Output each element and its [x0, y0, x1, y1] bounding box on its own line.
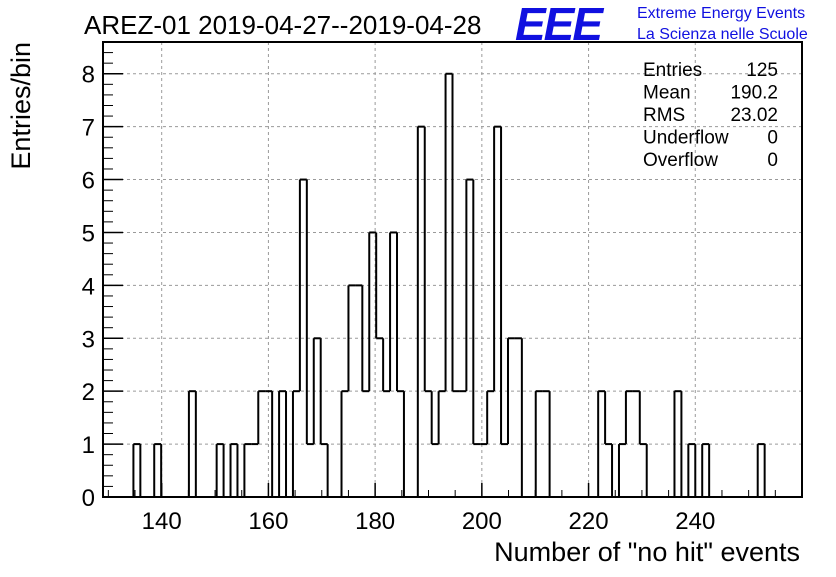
logo-eee-text: EEE — [515, 0, 604, 50]
stats-value: 0 — [767, 150, 778, 171]
chart-title: AREZ-01 2019-04-27--2019-04-28 — [84, 10, 481, 40]
logo-line-2: La Scienza nelle Scuole — [637, 26, 808, 43]
y-tick-label: 3 — [82, 326, 95, 353]
y-tick-label: 6 — [82, 168, 95, 195]
stats-label: Underflow — [643, 128, 729, 149]
axis-ticks — [103, 52, 776, 498]
y-tick-label: 8 — [82, 62, 95, 89]
x-tick-label: 220 — [569, 508, 609, 535]
stats-label: Overflow — [643, 150, 718, 171]
y-tick-label: 7 — [82, 115, 95, 142]
y-tick-label: 4 — [82, 273, 95, 300]
x-tick-label: 200 — [462, 508, 502, 535]
y-tick-label: 5 — [82, 220, 95, 247]
y-axis-label: Entries/bin — [6, 42, 36, 170]
x-tick-label: 160 — [248, 508, 288, 535]
x-tick-label: 140 — [142, 508, 182, 535]
x-tick-label: 240 — [675, 508, 715, 535]
stats-value: 0 — [767, 128, 778, 149]
y-tick-label: 2 — [82, 379, 95, 406]
stats-value: 23.02 — [730, 105, 778, 126]
stats-value: 125 — [746, 60, 778, 81]
histogram-bars — [132, 72, 766, 497]
y-tick-label: 1 — [82, 432, 95, 459]
stats-label: RMS — [643, 105, 685, 126]
tick-labels: 140 160 180 200 220 240 0 1 2 3 4 5 6 7 8 — [82, 62, 716, 535]
eee-logo: EEE Extreme Energy Events La Scienza nel… — [515, 0, 808, 50]
plot-frame — [102, 41, 803, 498]
stats-label: Entries — [643, 60, 702, 81]
logo-line-1: Extreme Energy Events — [637, 5, 805, 22]
stats-value: 190.2 — [730, 83, 778, 104]
x-tick-label: 180 — [355, 508, 395, 535]
x-axis-label: Number of "no hit" events — [494, 537, 800, 567]
y-tick-label: 0 — [82, 485, 95, 512]
stats-label: Mean — [643, 83, 691, 104]
